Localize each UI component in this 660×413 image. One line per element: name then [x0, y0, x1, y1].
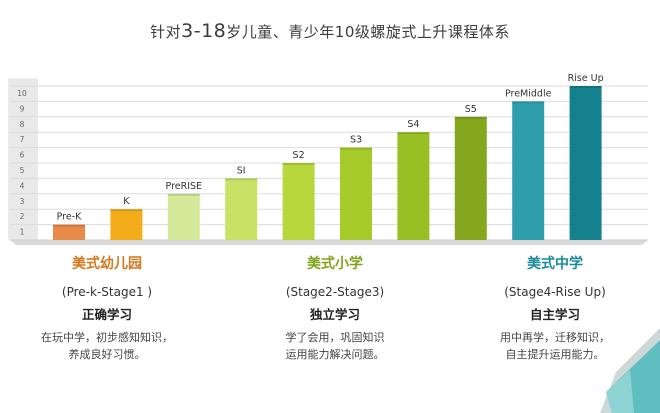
chart-gridlines	[10, 85, 648, 241]
bar-top-edge	[397, 132, 430, 135]
stage-range: (Stage4-Rise Up)	[504, 285, 606, 299]
bar-top-edge	[512, 101, 545, 104]
bar-premiddle	[512, 101, 545, 241]
bar-labels: Pre-K K PreRISE SI S2 S3 S4 S5 PreMiddle Rise Up	[57, 73, 604, 223]
y-tick-label: 4	[20, 181, 25, 190]
stage-desc-line: 运用能力解决问题。	[285, 348, 385, 361]
bar-label: S5	[465, 104, 477, 115]
bar-label: PreMiddle	[505, 88, 552, 99]
bar-k	[110, 209, 143, 240]
chart-bars	[53, 86, 602, 241]
y-tick-label: 3	[20, 197, 25, 206]
bar-s4	[397, 132, 430, 240]
stage-name: 美式幼儿园	[72, 256, 142, 272]
y-tick-label: 2	[20, 212, 25, 221]
y-tick-label: 7	[20, 135, 25, 144]
title-suffix: 儿童、青少年10级螺旋式上升课程体系	[241, 23, 510, 41]
stage-method: 正确学习	[81, 307, 132, 322]
bar-top-edge	[454, 116, 487, 119]
y-axis-band	[8, 78, 38, 240]
chart-base-ledge	[10, 240, 648, 245]
stage-range: (Stage2-Stage3)	[285, 285, 385, 299]
stage-method: 自主学习	[529, 307, 580, 322]
y-tick-label: 8	[20, 120, 25, 129]
bar-label: K	[123, 196, 130, 207]
stage-desc-line: 在玩中学，初步感知知识，	[41, 331, 173, 344]
bar-label: S3	[350, 135, 362, 146]
bar-pre-k	[53, 224, 85, 240]
stage-method: 独立学习	[309, 307, 360, 322]
stage-description: 学了会用，巩固知识 运用能力解决问题。	[245, 329, 425, 363]
y-tick-label: 9	[20, 104, 25, 113]
stage-description: 用中再学，迁移知识， 自主提升运用能力。	[465, 329, 645, 363]
bar-top-edge	[53, 224, 85, 227]
y-tick-label: 5	[20, 166, 25, 175]
bar-top-edge	[282, 163, 315, 165]
y-tick-label: 1	[20, 228, 25, 237]
stage-desc-line: 学了会用，巩固知识	[285, 331, 385, 344]
chart-title: 针对3-18岁儿童、青少年10级螺旋式上升课程体系	[0, 20, 660, 42]
bar-s3	[340, 147, 372, 240]
bar-label: SI	[237, 165, 246, 176]
bar-top-edge	[110, 209, 143, 212]
bar-s2	[282, 163, 315, 240]
bar-s5	[454, 116, 487, 240]
bar-label: Rise Up	[568, 73, 604, 84]
corner-fold-light	[606, 370, 634, 413]
stage-desc-line: 自主提升运用能力。	[505, 348, 605, 361]
stage-desc-line: 养成良好习惯。	[68, 348, 146, 361]
stage-description: 在玩中学，初步感知知识， 养成良好习惯。	[17, 329, 197, 363]
title-age-range: 3-18	[181, 20, 227, 42]
bar-top-edge	[225, 178, 258, 181]
stage-name: 美式中学	[527, 256, 583, 272]
bar-label: PreRISE	[166, 181, 203, 192]
bar-prerise	[167, 193, 200, 240]
stage-primary: 美式小学 (Stage2-Stage3) 独立学习 学了会用，巩固知识 运用能力…	[245, 254, 425, 363]
y-tick-label: 10	[17, 89, 27, 98]
chart-background	[8, 78, 648, 245]
y-axis-ticks: 1 2 3 4 5 6 7 8 9 10	[17, 89, 27, 237]
bar-label: S2	[293, 150, 305, 161]
stage-desc-line: 用中再学，迁移知识，	[500, 331, 610, 344]
title-age-unit: 岁	[226, 23, 242, 41]
stage-kindergarten: 美式幼儿园 (Pre-k-Stage1 ) 正确学习 在玩中学，初步感知知识， …	[17, 254, 197, 363]
bar-top-edge	[340, 147, 372, 150]
bar-label: S4	[407, 119, 419, 130]
bar-label: Pre-K	[57, 212, 83, 223]
bar-chart: 1 2 3 4 5 6 7 8 9 10 Pre-K K PreRISE SI S2 S3 S4 S5 PreMi…	[8, 73, 648, 245]
bar-top-edge	[569, 86, 602, 88]
stage-range: (Pre-k-Stage1 )	[61, 285, 153, 299]
bar-si	[225, 178, 258, 240]
stage-name: 美式小学	[307, 256, 363, 272]
y-tick-label: 6	[20, 151, 25, 160]
bar-rise-up	[569, 86, 602, 240]
stage-middle: 美式中学 (Stage4-Rise Up) 自主学习 用中再学，迁移知识， 自主…	[465, 254, 645, 363]
bar-top-edge	[167, 193, 200, 196]
title-prefix: 针对	[150, 23, 182, 41]
